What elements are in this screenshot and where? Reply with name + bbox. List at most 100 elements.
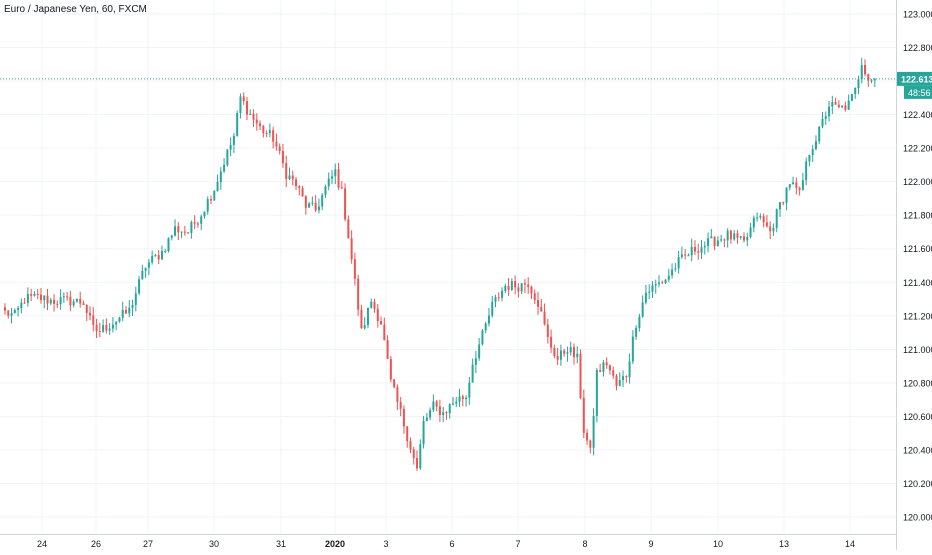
candle-body [707,238,710,246]
y-tick-label: 121.200 [903,311,932,321]
candle-body [278,146,281,151]
candle-body [592,415,595,448]
candle-body [141,270,144,280]
candle-body [98,330,101,332]
candle [690,238,693,262]
candle [693,240,696,255]
candle-body [216,182,219,191]
candle-body [69,296,72,306]
candle-body [850,94,853,101]
candle [684,249,687,260]
candle-body [259,123,262,127]
candle-body [533,293,536,301]
candle-body [484,323,487,331]
candle-body [170,235,173,239]
candle [651,280,654,299]
candle [242,92,245,105]
y-tick-label: 121.600 [903,244,932,254]
candle [66,291,69,301]
candle [870,78,873,84]
candle [72,299,75,308]
candle-body [295,179,298,187]
candle-body [177,226,180,233]
candle [700,239,703,259]
candle-body [497,297,500,299]
candle [864,59,867,77]
candle [805,157,808,186]
candle [213,190,216,201]
candle-body [674,268,677,270]
candle-body [713,236,716,247]
candle-body [785,187,788,203]
candle-body [128,307,131,314]
candle [59,289,62,310]
candle-body [275,141,278,147]
candle [23,297,26,304]
candle [285,155,288,188]
candle-body [435,401,438,407]
candle [56,300,59,309]
candle [618,372,621,387]
candle-body [17,308,20,310]
candle [357,274,360,316]
candle [458,388,461,407]
candle [102,319,105,333]
candle [461,394,464,407]
candle-body [419,444,422,469]
candle-body [229,145,232,150]
y-tick-label: 122.000 [903,177,932,187]
candle-body [507,285,510,290]
candle-body [196,223,199,225]
candle [236,110,239,137]
candle [752,215,755,233]
candle-body [778,202,781,210]
candle [43,295,46,309]
candle [520,283,523,294]
candle [324,184,327,199]
candle-body [612,370,615,376]
candle [334,163,337,185]
y-tick-label: 122.800 [903,43,932,53]
candle [252,109,255,128]
candle [658,275,660,288]
y-tick-label: 120.400 [903,445,932,455]
candle [622,370,625,388]
y-tick-label: 120.800 [903,378,932,388]
candle [546,318,549,344]
candle-body [164,251,167,253]
candle-body [824,116,827,119]
candle-body [438,406,441,416]
candle-body [445,412,448,414]
candle-body [242,96,245,102]
candle-body [49,299,52,304]
candle-body [644,292,647,303]
candle-body [566,352,569,354]
candle-body [700,247,703,253]
candle [128,300,131,318]
candle [75,298,78,303]
candle [229,137,232,157]
candle-body [572,347,575,358]
candle-body [288,175,291,179]
candle [416,450,419,471]
candle [337,162,340,191]
candle [275,133,278,151]
candle-body [262,126,265,133]
candle [131,299,134,317]
candle [635,325,638,340]
candle-body [102,325,105,332]
candle [491,295,494,318]
candle [393,378,396,389]
candle [641,295,644,318]
candle-body [474,358,477,365]
candle [850,93,853,102]
candle-body [828,106,831,117]
candle-body [690,246,693,256]
candle [599,363,602,373]
candle [530,285,533,299]
candle-body [340,187,343,189]
candle-body [808,154,811,162]
candle [746,232,749,247]
candle-body [661,282,664,284]
candle [445,410,448,420]
